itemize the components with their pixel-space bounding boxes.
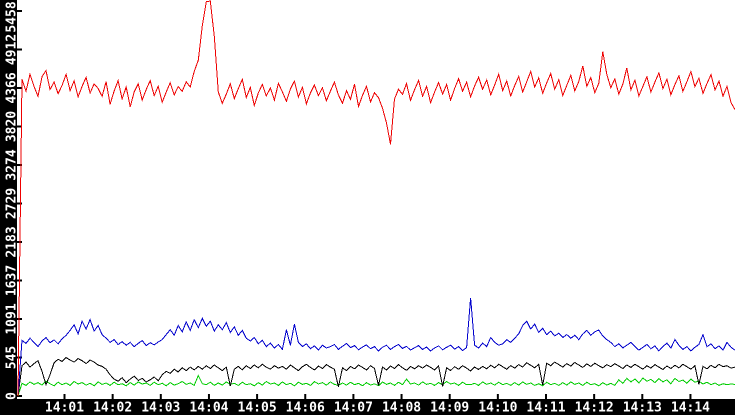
y-axis-tick-label: 4366 bbox=[5, 72, 20, 103]
x-axis-tick-label: 14:12 bbox=[575, 401, 614, 415]
x-axis-tick-label: 14:01 bbox=[45, 401, 84, 415]
x-axis-tick-label: 14:08 bbox=[382, 401, 421, 415]
x-axis-tick bbox=[207, 394, 210, 399]
x-axis-tick bbox=[641, 394, 644, 399]
y-axis-bar bbox=[0, 0, 17, 415]
x-axis-tick-label: 14:04 bbox=[189, 401, 228, 415]
y-axis-tick bbox=[17, 202, 22, 205]
x-axis-tick-label: 14:09 bbox=[430, 401, 469, 415]
red-series-line bbox=[17, 0, 735, 397]
green-series-line bbox=[17, 374, 735, 397]
x-axis-tick-label: 14:02 bbox=[93, 401, 132, 415]
x-axis-tick-label: 14:03 bbox=[141, 401, 180, 415]
x-axis-tick bbox=[256, 394, 259, 399]
x-axis-tick bbox=[304, 394, 307, 399]
x-axis-tick bbox=[111, 394, 114, 399]
x-axis-tick bbox=[689, 394, 692, 399]
y-axis-tick bbox=[17, 125, 22, 128]
y-axis-tick-label: 2729 bbox=[5, 188, 20, 219]
x-axis-tick-label: 14:13 bbox=[623, 401, 662, 415]
x-axis-tick bbox=[496, 394, 499, 399]
y-axis-tick bbox=[17, 164, 22, 166]
x-axis-tick bbox=[352, 394, 355, 399]
y-axis-tick-label: 5458 bbox=[5, 1, 20, 32]
y-axis-tick bbox=[17, 87, 22, 89]
y-axis-tick-label: 4912 bbox=[5, 34, 20, 65]
y-axis-tick-label: 3274 bbox=[5, 149, 20, 180]
y-axis-tick-label: 2183 bbox=[5, 226, 20, 257]
x-axis-tick-label: 14:11 bbox=[526, 401, 565, 415]
x-axis-bar bbox=[0, 399, 735, 415]
x-axis-tick-label: 14:14 bbox=[671, 401, 710, 415]
x-axis-tick bbox=[593, 394, 596, 399]
y-axis-tick bbox=[17, 10, 22, 12]
x-axis-tick-label: 14:05 bbox=[238, 401, 277, 415]
y-axis-tick bbox=[17, 318, 22, 320]
y-axis-tick-label: 0 bbox=[5, 392, 20, 400]
x-axis-tick bbox=[400, 394, 403, 399]
y-axis-tick bbox=[17, 395, 22, 397]
x-axis-tick-label: 14:07 bbox=[334, 401, 373, 415]
x-axis-tick bbox=[63, 394, 66, 399]
y-axis-tick bbox=[17, 356, 22, 359]
y-axis-tick-label: 3820 bbox=[5, 111, 20, 142]
x-axis-tick-label: 14:10 bbox=[478, 401, 517, 415]
x-axis-tick bbox=[448, 394, 451, 399]
y-axis-tick-label: 1637 bbox=[5, 265, 20, 296]
black-series-line bbox=[17, 356, 735, 397]
y-axis-tick bbox=[17, 48, 22, 51]
x-axis-tick bbox=[545, 394, 547, 399]
x-axis-tick-label: 14:06 bbox=[286, 401, 325, 415]
x-axis-tick bbox=[159, 394, 162, 399]
blue-series-line bbox=[17, 297, 735, 397]
y-axis-tick-label: 545 bbox=[5, 346, 20, 369]
y-axis-tick-label: 1091 bbox=[5, 303, 20, 334]
